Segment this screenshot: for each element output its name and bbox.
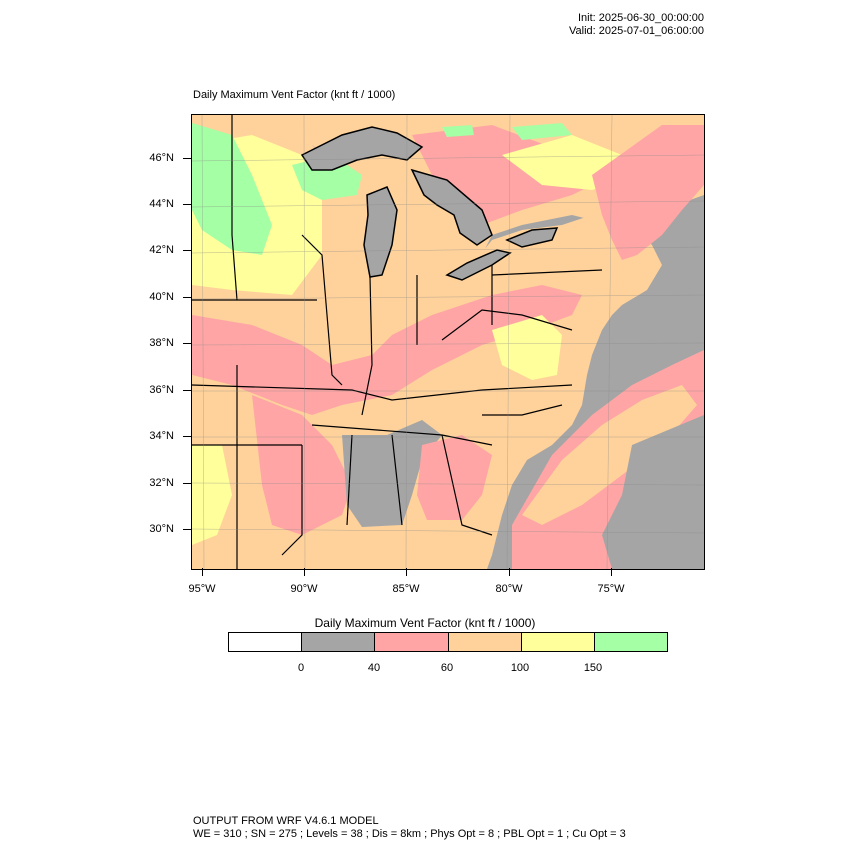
lon-tick [304, 568, 305, 576]
model-config: WE = 310 ; SN = 275 ; Levels = 38 ; Dis … [193, 828, 626, 840]
new-england-land [592, 125, 704, 260]
lat-tick [183, 436, 191, 437]
canada-green [442, 123, 572, 140]
lat-tick [183, 297, 191, 298]
lake-erie [445, 249, 512, 281]
graticule [192, 115, 704, 569]
lat-label-34n: 34°N [149, 430, 174, 442]
model-name: OUTPUT FROM WRF V4.6.1 MODEL [193, 815, 379, 827]
lon-tick [509, 568, 510, 576]
lon-label-95w: 95°W [188, 583, 216, 595]
lat-label-46n: 46°N [149, 152, 174, 164]
lake-ontario [505, 227, 559, 248]
model-footer: OUTPUT FROM WRF V4.6.1 MODEL WE = 310 ; … [193, 815, 626, 841]
atlantic-peach [522, 385, 697, 525]
lat-label-32n: 32°N [149, 477, 174, 489]
lat-tick [183, 204, 191, 205]
lon-tick [611, 568, 612, 576]
lat-tick [183, 529, 191, 530]
lat-label-40n: 40°N [149, 291, 174, 303]
lake-michigan [363, 186, 398, 278]
colorbar-label-150: 150 [583, 662, 603, 674]
lon-label-75w: 75°W [597, 583, 625, 595]
state-boundaries [192, 115, 603, 569]
colorbar-label-100: 100 [510, 662, 530, 674]
lat-tick [183, 343, 191, 344]
deep-south-gray [342, 420, 442, 527]
colorbar [228, 632, 668, 652]
lat-tick [183, 483, 191, 484]
texas-yellow [192, 445, 232, 545]
lon-tick [406, 568, 407, 576]
colorbar-title: Daily Maximum Vent Factor (knt ft / 1000… [314, 616, 536, 630]
init-time: Init: 2025-06-30_00:00:00 [578, 12, 704, 24]
lat-label-38n: 38°N [149, 337, 174, 349]
colorbar-bin-60-100 [448, 633, 522, 651]
colorbar-bin-below-0 [229, 633, 303, 651]
lat-tick [183, 250, 191, 251]
colorbar-bin-40-60 [375, 633, 449, 651]
map-canvas [192, 115, 704, 569]
lon-label-85w: 85°W [392, 583, 420, 595]
colorbar-bin-100-150 [521, 633, 595, 651]
lake-huron [410, 168, 493, 246]
lon-label-90w: 90°W [290, 583, 318, 595]
lat-tick [183, 390, 191, 391]
colorbar-bin-0-40 [302, 633, 376, 651]
georgia-pink [417, 435, 492, 520]
vent-factor-map [191, 114, 705, 570]
lon-tick [202, 568, 203, 576]
colorbar-label-40: 40 [367, 662, 381, 674]
init-valid-times: Init: 2025-06-30_00:00:00 Valid: 2025-07… [569, 12, 704, 38]
lon-label-80w: 80°W [495, 583, 523, 595]
lat-label-36n: 36°N [149, 384, 174, 396]
colorbar-label-0: 0 [297, 662, 305, 674]
valid-time: Valid: 2025-07-01_06:00:00 [569, 25, 704, 37]
midwest-pink [192, 285, 582, 415]
map-title: Daily Maximum Vent Factor (knt ft / 1000… [193, 89, 396, 101]
virginia-yellow [492, 315, 562, 380]
lat-label-42n: 42°N [149, 244, 174, 256]
colorbar-bin-above-150 [594, 633, 668, 651]
colorbar-label-60: 60 [440, 662, 454, 674]
lat-tick [183, 158, 191, 159]
lat-label-30n: 30°N [149, 523, 174, 535]
lat-label-44n: 44°N [149, 198, 174, 210]
atlantic-gray [602, 415, 704, 569]
